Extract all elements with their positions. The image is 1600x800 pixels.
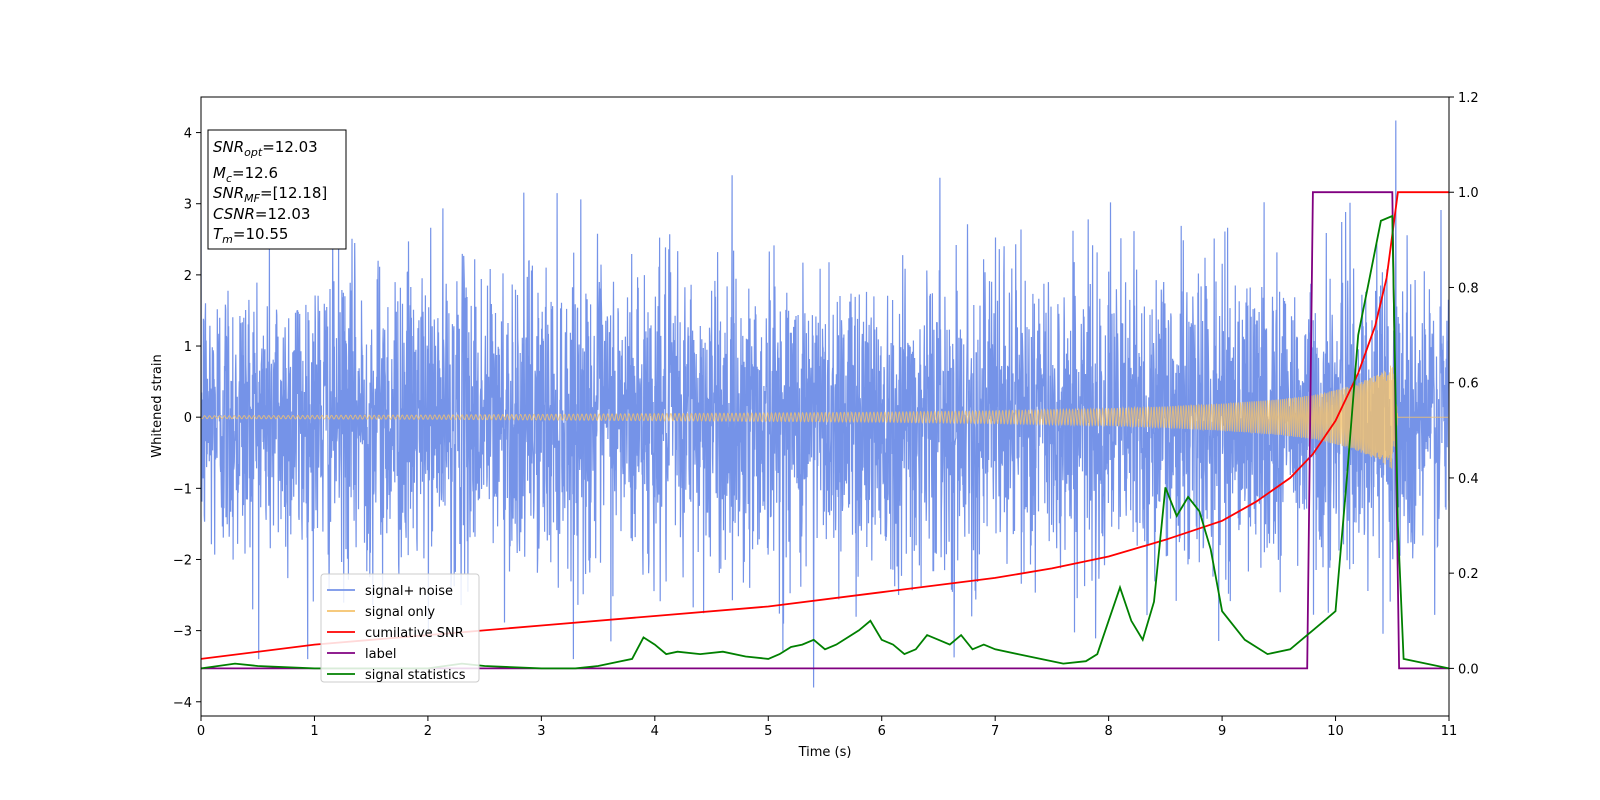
y-tick-label-right: 0.6: [1458, 377, 1479, 392]
x-tick-label: 9: [1218, 724, 1226, 739]
legend: signal+ noise signal only cumilative SNR la…: [320, 573, 480, 683]
x-tick-label: 2: [424, 724, 432, 739]
x-tick-label: 7: [991, 724, 999, 739]
series-layer: [201, 120, 1449, 688]
series-signal-statistics: [201, 214, 1449, 670]
annotation-csnr: CSNR=12.03: [213, 205, 310, 223]
x-tick-label: 1: [310, 724, 318, 739]
y-axis-left: −4 −3 −2 −1 0 1 2 3 4: [173, 127, 201, 711]
legend-entry: signal+ noise: [365, 584, 453, 599]
x-axis: 0 1 2 3 4 5 6 7 8 9 10 11: [197, 716, 1457, 739]
x-tick-label: 0: [197, 724, 205, 739]
y-tick-label-left: −3: [173, 625, 192, 640]
annotation-tm: Tm=10.55: [213, 225, 288, 246]
series-signal-only: [201, 365, 1449, 469]
y-axis-label: Whitened strain: [150, 354, 165, 457]
annotation-mc: Mc=12.6: [213, 164, 278, 185]
x-tick-label: 11: [1441, 724, 1458, 739]
legend-entry: signal only: [365, 605, 435, 620]
y-tick-label-left: −4: [173, 696, 192, 711]
y-tick-label-left: −1: [173, 482, 192, 497]
legend-frame: [320, 573, 480, 683]
y-tick-label-right: 1.0: [1458, 186, 1479, 201]
y-tick-label-left: 4: [184, 127, 192, 142]
y-tick-label-left: 0: [184, 411, 192, 426]
plot-frame: [200, 96, 1450, 717]
x-tick-label: 6: [878, 724, 886, 739]
y-tick-label-right: 1.2: [1458, 91, 1479, 106]
y-tick-label-left: −2: [173, 553, 192, 568]
legend-entry: signal statistics: [365, 668, 466, 683]
x-axis-label: Time (s): [798, 745, 852, 760]
y-tick-label-right: 0.0: [1458, 662, 1479, 677]
legend-entry: cumilative SNR: [365, 626, 464, 641]
y-tick-label-left: 2: [184, 269, 192, 284]
y-tick-label-right: 0.8: [1458, 281, 1479, 296]
y-tick-label-left: 1: [184, 340, 192, 355]
y-tick-label-left: 3: [184, 198, 192, 213]
series-label: [201, 191, 1449, 670]
x-tick-label: 3: [537, 724, 545, 739]
annotation-box: SNRopt=12.03 Mc=12.6 SNRMF=[12.18] CSNR=…: [207, 129, 347, 250]
series-signal-noise: [201, 120, 1449, 688]
y-axis-right: 0.0 0.2 0.4 0.6 0.8 1.0 1.2: [1449, 91, 1479, 677]
y-tick-label-right: 0.4: [1458, 472, 1479, 487]
series-cumulative-snr: [201, 191, 1449, 660]
x-tick-label: 5: [764, 724, 772, 739]
annotation-snr-mf: SNRMF=[12.18]: [213, 184, 327, 205]
x-tick-label: 10: [1327, 724, 1344, 739]
x-tick-label: 4: [651, 724, 659, 739]
x-tick-label: 8: [1104, 724, 1112, 739]
annotation-snr-opt: SNRopt=12.03: [213, 138, 318, 159]
legend-entry: label: [365, 647, 396, 662]
y-tick-label-right: 0.2: [1458, 567, 1479, 582]
